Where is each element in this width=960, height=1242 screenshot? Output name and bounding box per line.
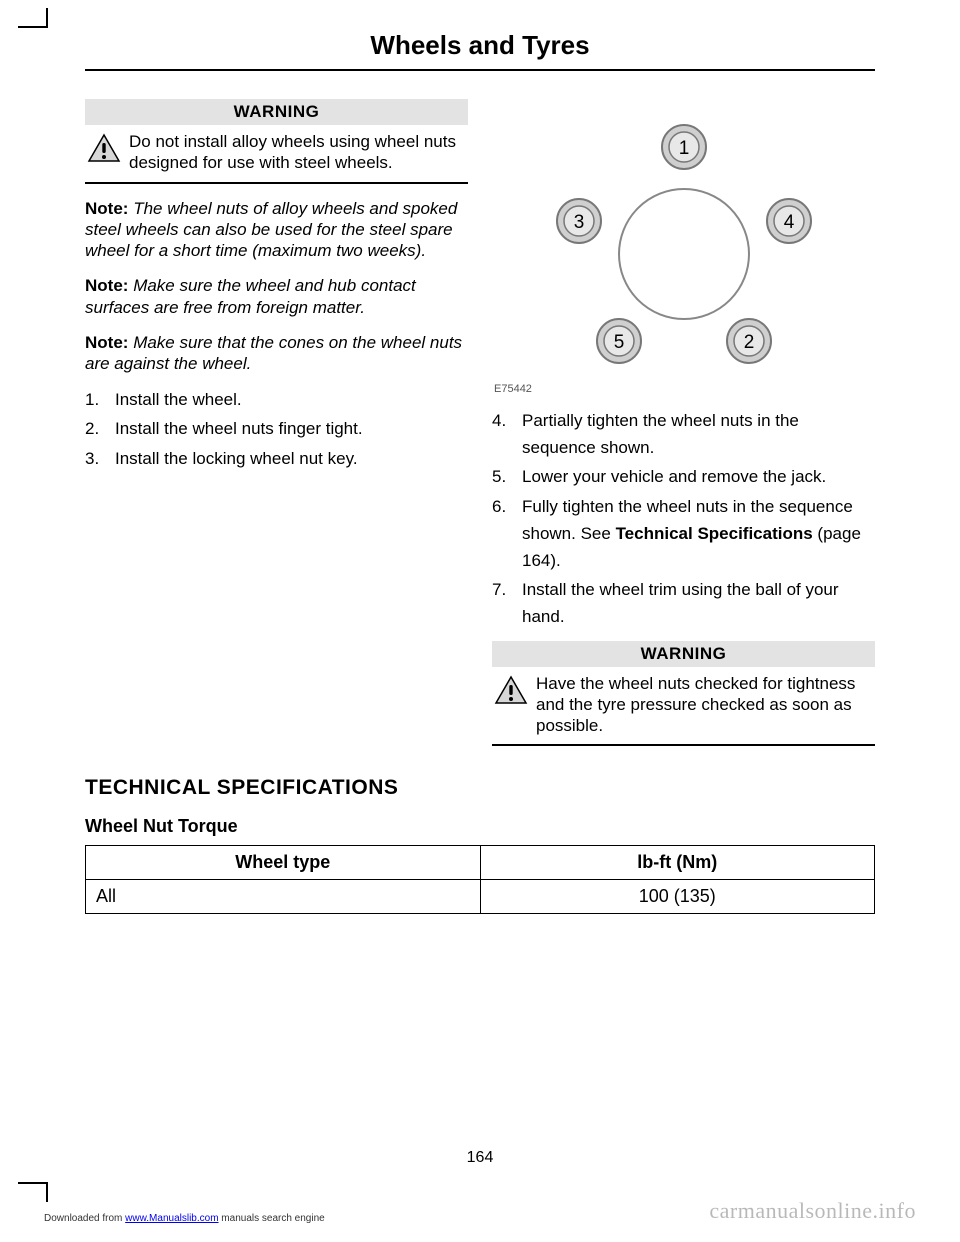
diagram-id: E75442	[494, 383, 875, 395]
page-content: Wheels and Tyres WARNING Do not install …	[85, 30, 875, 914]
step-6-link: Technical Specifications	[616, 524, 813, 543]
note-1-text: The wheel nuts of alloy wheels and spoke…	[85, 199, 457, 261]
lug-sequence-diagram: 1 4 2 5	[534, 109, 834, 379]
step-6: 6. Fully tighten the wheel nuts in the s…	[492, 493, 875, 575]
crop-mark-top-left	[18, 8, 48, 28]
step-7: 7. Install the wheel trim using the ball …	[492, 576, 875, 630]
step-num: 2.	[85, 415, 101, 442]
left-steps: 1. Install the wheel. 2. Install the wheel…	[85, 386, 468, 472]
page-title: Wheels and Tyres	[85, 30, 875, 69]
footer-link[interactable]: www.Manualslib.com	[125, 1213, 218, 1224]
lug-1: 1	[662, 125, 706, 169]
note-3: Note: Make sure that the cones on the wh…	[85, 332, 468, 375]
table-header-row: Wheel type lb-ft (Nm)	[86, 846, 875, 880]
table-row: All 100 (135)	[86, 880, 875, 914]
lug-5: 5	[597, 319, 641, 363]
note-2: Note: Make sure the wheel and hub contac…	[85, 275, 468, 318]
lug-label-2: 2	[743, 332, 754, 353]
step-text: Partially tighten the wheel nuts in the …	[522, 407, 875, 461]
step-text: Install the wheel.	[115, 386, 242, 413]
two-column-layout: WARNING Do not install alloy wheels usin…	[85, 99, 875, 746]
warning-text: Do not install alloy wheels using wheel …	[129, 131, 466, 174]
warning-header-2: WARNING	[492, 641, 875, 667]
step-text: Install the wheel nuts finger tight.	[115, 415, 363, 442]
footer-left: Downloaded from www.Manualslib.com manua…	[44, 1213, 325, 1224]
step-text: Install the wheel trim using the ball of…	[522, 576, 875, 630]
warning-text-2: Have the wheel nuts checked for tightnes…	[536, 673, 873, 737]
left-column: WARNING Do not install alloy wheels usin…	[85, 99, 468, 746]
lug-label-5: 5	[613, 332, 624, 353]
lug-2: 2	[727, 319, 771, 363]
step-num: 4.	[492, 407, 508, 461]
step-num: 1.	[85, 386, 101, 413]
cell-wheel-type: All	[86, 880, 481, 914]
step-4: 4. Partially tighten the wheel nuts in th…	[492, 407, 875, 461]
note-3-text: Make sure that the cones on the wheel nu…	[85, 333, 462, 373]
wheel-nut-torque-heading: Wheel Nut Torque	[85, 816, 875, 837]
technical-specifications-heading: TECHNICAL SPECIFICATIONS	[85, 776, 875, 800]
step-5: 5. Lower your vehicle and remove the jack…	[492, 463, 875, 490]
lug-4: 4	[767, 199, 811, 243]
note-2-text: Make sure the wheel and hub contact surf…	[85, 276, 416, 316]
step-text: Install the locking wheel nut key.	[115, 445, 358, 472]
lug-label-4: 4	[783, 212, 794, 233]
step-3: 3. Install the locking wheel nut key.	[85, 445, 468, 472]
right-steps: 4. Partially tighten the wheel nuts in th…	[492, 407, 875, 631]
footer-left-post: manuals search engine	[219, 1213, 325, 1224]
warning-body: Do not install alloy wheels using wheel …	[85, 125, 468, 184]
step-text: Fully tighten the wheel nuts in the sequ…	[522, 493, 875, 575]
footer-watermark: carmanualsonline.info	[709, 1198, 916, 1224]
note-label: Note:	[85, 199, 128, 218]
crop-mark-bottom-left	[18, 1182, 48, 1202]
warning-header: WARNING	[85, 99, 468, 125]
lug-label-3: 3	[573, 212, 584, 233]
right-column: 1 4 2 5	[492, 99, 875, 746]
step-num: 3.	[85, 445, 101, 472]
step-num: 6.	[492, 493, 508, 575]
step-2: 2. Install the wheel nuts finger tight.	[85, 415, 468, 442]
torque-table: Wheel type lb-ft (Nm) All 100 (135)	[85, 845, 875, 914]
warning-triangle-icon	[87, 133, 121, 163]
col-wheel-type: Wheel type	[86, 846, 481, 880]
warning-triangle-icon	[494, 675, 528, 705]
title-rule	[85, 69, 875, 71]
lug-label-1: 1	[678, 138, 689, 159]
page-number: 164	[0, 1149, 960, 1167]
step-1: 1. Install the wheel.	[85, 386, 468, 413]
step-num: 7.	[492, 576, 508, 630]
note-1: Note: The wheel nuts of alloy wheels and…	[85, 198, 468, 262]
footer-left-pre: Downloaded from	[44, 1213, 125, 1224]
step-num: 5.	[492, 463, 508, 490]
step-text: Lower your vehicle and remove the jack.	[522, 463, 826, 490]
cell-torque: 100 (135)	[480, 880, 875, 914]
note-label: Note:	[85, 276, 128, 295]
note-label: Note:	[85, 333, 128, 352]
warning-body-2: Have the wheel nuts checked for tightnes…	[492, 667, 875, 747]
lug-3: 3	[557, 199, 601, 243]
col-torque: lb-ft (Nm)	[480, 846, 875, 880]
